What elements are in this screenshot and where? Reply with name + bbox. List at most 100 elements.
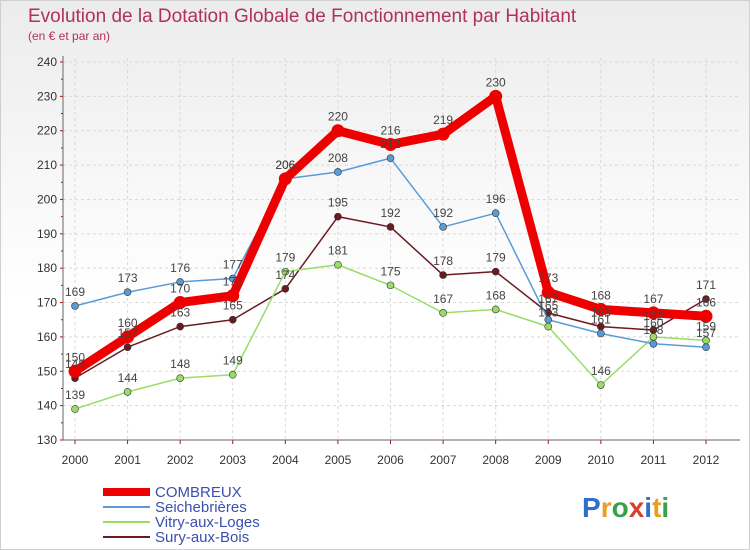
logo-letter: o bbox=[612, 492, 629, 523]
data-label: 169 bbox=[65, 285, 85, 299]
y-tick-label: 140 bbox=[37, 399, 57, 413]
data-label: 166 bbox=[696, 295, 716, 309]
y-tick-label: 180 bbox=[37, 261, 57, 275]
data-point bbox=[597, 329, 605, 338]
data-label: 149 bbox=[223, 354, 243, 368]
logo-letter: P bbox=[582, 492, 601, 523]
data-label: 157 bbox=[696, 326, 716, 340]
axes: 130 140 150 160 170 180 190 200 210 220 230 240 2000… bbox=[37, 55, 740, 467]
legend: COMBREUXSeichebrièresVitry-aux-LogesSury… bbox=[103, 484, 260, 546]
data-label: 165 bbox=[538, 299, 558, 313]
data-label: 148 bbox=[65, 357, 85, 371]
x-tick-label: 2001 bbox=[114, 453, 141, 467]
data-label: 159 bbox=[696, 319, 716, 333]
x-tick-label: 2008 bbox=[482, 453, 509, 467]
data-point bbox=[541, 285, 555, 299]
legend-label: Vitry-aux-Loges bbox=[155, 514, 260, 531]
data-point bbox=[334, 168, 342, 176]
data-label: 160 bbox=[118, 316, 138, 330]
data-label: 146 bbox=[591, 364, 611, 378]
data-label: 176 bbox=[170, 261, 190, 275]
x-tick-label: 2010 bbox=[587, 453, 614, 467]
x-tick-label: 2009 bbox=[535, 453, 562, 467]
logo-letter: r bbox=[601, 492, 612, 523]
logo-letter: i bbox=[661, 492, 669, 523]
y-tick-label: 160 bbox=[37, 330, 57, 344]
data-point bbox=[699, 309, 713, 323]
data-label: 178 bbox=[433, 254, 453, 268]
data-label: 158 bbox=[643, 323, 663, 337]
data-point bbox=[68, 364, 82, 378]
data-label: 160 bbox=[643, 316, 663, 330]
data-label: 171 bbox=[696, 278, 716, 292]
data-point bbox=[384, 137, 397, 151]
data-point bbox=[176, 278, 184, 286]
data-label: 192 bbox=[380, 206, 400, 220]
data-point bbox=[597, 381, 605, 389]
chart-title: Evolution de la Dotation Globale de Fonc… bbox=[28, 6, 577, 27]
x-tick-label: 2007 bbox=[430, 453, 457, 467]
series-layer bbox=[68, 89, 713, 413]
data-label: 139 bbox=[65, 388, 85, 402]
data-point bbox=[123, 343, 132, 352]
data-label: 167 bbox=[643, 292, 663, 306]
legend-label: Seichebrières bbox=[155, 499, 247, 516]
data-label: 206 bbox=[275, 158, 295, 172]
data-point bbox=[386, 223, 395, 231]
data-point bbox=[544, 322, 553, 331]
y-tick-label: 130 bbox=[37, 433, 57, 447]
data-label: 220 bbox=[328, 110, 348, 124]
data-point bbox=[121, 330, 135, 344]
data-point bbox=[176, 322, 184, 331]
data-point bbox=[176, 374, 184, 382]
data-label: 208 bbox=[328, 151, 348, 165]
data-point bbox=[281, 267, 290, 276]
data-label: 170 bbox=[170, 282, 190, 296]
y-tick-label: 240 bbox=[37, 55, 57, 69]
data-point bbox=[646, 306, 660, 320]
data-point bbox=[386, 281, 395, 290]
data-point bbox=[334, 260, 342, 269]
x-tick-label: 2000 bbox=[62, 453, 89, 467]
x-tick-label: 2006 bbox=[377, 453, 404, 467]
x-tick-label: 2002 bbox=[167, 453, 194, 467]
data-labels: 150 160 170 172 206 220 216 219 230 173 168 167 166 1… bbox=[65, 75, 716, 402]
legend-label: COMBREUX bbox=[155, 484, 242, 501]
data-label: 219 bbox=[433, 113, 453, 127]
data-point bbox=[439, 223, 447, 231]
data-label: 181 bbox=[328, 244, 348, 258]
data-label: 165 bbox=[223, 299, 243, 313]
data-label: 150 bbox=[65, 350, 85, 364]
data-label: 179 bbox=[275, 251, 295, 265]
data-point bbox=[71, 302, 79, 310]
data-point bbox=[71, 405, 79, 413]
data-point bbox=[702, 295, 710, 303]
data-label: 148 bbox=[170, 357, 190, 371]
data-label: 172 bbox=[223, 275, 243, 289]
data-label: 168 bbox=[486, 288, 506, 302]
y-tick-label: 150 bbox=[37, 364, 57, 378]
data-label: 177 bbox=[223, 257, 243, 271]
data-label: 174 bbox=[275, 268, 295, 282]
data-point bbox=[228, 315, 237, 324]
data-point bbox=[594, 302, 608, 316]
data-label: 167 bbox=[538, 292, 558, 306]
data-point bbox=[123, 288, 132, 297]
data-point bbox=[278, 172, 292, 186]
x-tick-label: 2011 bbox=[641, 453, 667, 467]
y-tick-label: 190 bbox=[37, 227, 57, 241]
data-label: 157 bbox=[118, 326, 138, 340]
x-tick-label: 2004 bbox=[272, 453, 299, 467]
data-label: 173 bbox=[538, 271, 558, 285]
data-label: 230 bbox=[486, 75, 506, 89]
data-label: 192 bbox=[433, 206, 453, 220]
data-point bbox=[439, 309, 447, 317]
data-label: 206 bbox=[275, 158, 295, 172]
data-point bbox=[491, 305, 500, 314]
data-label: 144 bbox=[118, 371, 138, 385]
data-label: 167 bbox=[433, 292, 453, 306]
data-point bbox=[702, 343, 710, 352]
data-point bbox=[544, 315, 553, 324]
data-point bbox=[439, 271, 447, 279]
